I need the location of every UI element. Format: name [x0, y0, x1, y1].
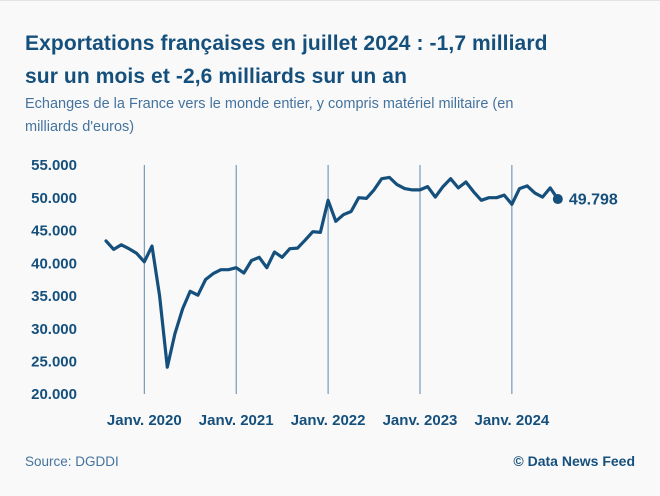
- page-title: Exportations françaises en juillet 2024 …: [25, 27, 645, 93]
- y-axis-tick-label: 45.000: [31, 223, 77, 240]
- source-label: Source: DGDDI: [25, 454, 119, 469]
- y-axis-tick-label: 30.000: [31, 321, 77, 338]
- x-axis-tick-label: Janv. 2024: [474, 412, 549, 429]
- end-value-label: 49.798: [569, 192, 618, 209]
- x-axis-tick-label: Janv. 2021: [199, 412, 274, 429]
- line-chart-svg: Janv. 2020 Janv. 2021 Janv. 2022 Janv. 2023…: [31, 157, 618, 429]
- y-axis-tick-label: 25.000: [31, 353, 77, 370]
- series-line: [104, 175, 560, 369]
- y-axis-tick-label: 55.000: [31, 157, 77, 174]
- credit-label: © Data News Feed: [513, 453, 635, 469]
- y-axis-tick-label: 35.000: [31, 288, 77, 305]
- y-axis-tick-label: 50.000: [31, 190, 77, 207]
- x-axis-tick-label: Janv. 2020: [107, 412, 182, 429]
- chart-subtitle: Echanges de la France vers le monde enti…: [25, 93, 645, 139]
- page-title-line2: sur un mois et -2,6 milliards sur un an: [25, 65, 407, 88]
- x-axis-tick-label: Janv. 2023: [383, 412, 458, 429]
- chart-subtitle-line2: milliards d'euros): [25, 119, 135, 135]
- end-point-dot: [552, 194, 563, 205]
- y-axis-tick-label: 40.000: [31, 255, 77, 272]
- line-chart: Janv. 2020 Janv. 2021 Janv. 2022 Janv. 2023…: [0, 141, 660, 441]
- page-title-line1: Exportations françaises en juillet 2024 …: [25, 32, 548, 55]
- y-axis-tick-label: 20.000: [31, 386, 77, 403]
- x-axis-tick-label: Janv. 2022: [291, 412, 366, 429]
- chart-subtitle-line1: Echanges de la France vers le monde enti…: [25, 96, 514, 112]
